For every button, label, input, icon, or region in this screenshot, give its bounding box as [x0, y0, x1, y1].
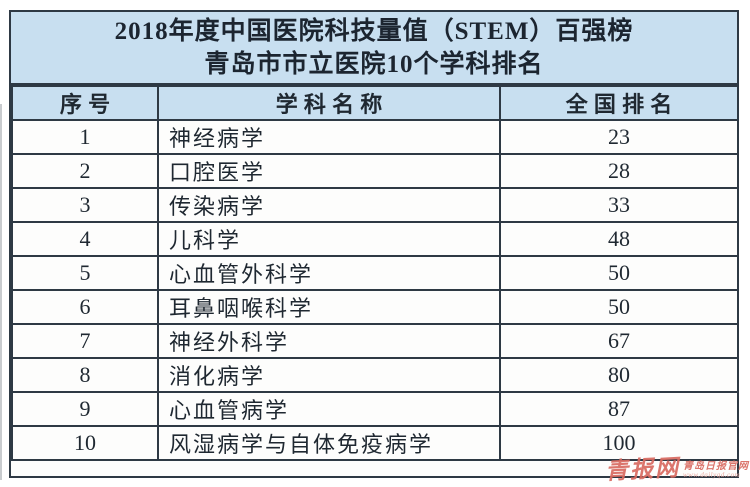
cell-rank: 100: [499, 425, 739, 461]
ranking-table: 序号 学科名称 全国排名 1 神经病学 23 2 口腔医学 28 3: [11, 85, 739, 461]
table-row: 10 风湿病学与自体免疫病学 100: [11, 425, 739, 461]
table-row: 5 心血管外科学 50: [11, 255, 739, 291]
cell-discipline: 儿科学: [157, 221, 501, 257]
table-title-line1: 2018年度中国医院科技量值（STEM）百强榜: [114, 17, 634, 45]
cell-discipline: 神经外科学: [157, 323, 501, 359]
cell-rank: 23: [499, 119, 739, 155]
cell-rank: 50: [499, 289, 739, 325]
cell-discipline: 口腔医学: [157, 153, 501, 189]
cell-no: 8: [11, 357, 159, 393]
stem-ranking-table: 2018年度中国医院科技量值（STEM）百强榜 青岛市市立医院10个学科排名 序…: [9, 10, 739, 478]
col-header-rank: 全国排名: [499, 85, 739, 121]
cell-no: 10: [11, 425, 159, 461]
cell-rank: 28: [499, 153, 739, 189]
cell-no: 5: [11, 255, 159, 291]
col-header-discipline: 学科名称: [157, 85, 501, 121]
cell-no: 4: [11, 221, 159, 257]
cell-no: 1: [11, 119, 159, 155]
cell-rank: 80: [499, 357, 739, 393]
cell-no: 7: [11, 323, 159, 359]
left-edge-artifact: [0, 104, 2, 480]
table-row: 7 神经外科学 67: [11, 323, 739, 359]
cell-discipline: 耳鼻咽喉科学: [157, 289, 501, 325]
cell-discipline: 神经病学: [157, 119, 501, 155]
table-row: 2 口腔医学 28: [11, 153, 739, 189]
header-row: 序号 学科名称 全国排名: [11, 85, 739, 121]
cell-rank: 48: [499, 221, 739, 257]
col-header-no: 序号: [11, 85, 159, 121]
cell-discipline: 心血管外科学: [157, 255, 501, 291]
table-row: 1 神经病学 23: [11, 119, 739, 155]
table-row: 4 儿科学 48: [11, 221, 739, 257]
cell-no: 6: [11, 289, 159, 325]
cell-rank: 33: [499, 187, 739, 223]
cell-no: 2: [11, 153, 159, 189]
table-row: 9 心血管病学 87: [11, 391, 739, 427]
cell-discipline: 风湿病学与自体免疫病学: [157, 425, 501, 461]
table-row: 6 耳鼻咽喉科学 50: [11, 289, 739, 325]
cell-no: 9: [11, 391, 159, 427]
cell-discipline: 心血管病学: [157, 391, 501, 427]
cell-rank: 67: [499, 323, 739, 359]
table-row: 8 消化病学 80: [11, 357, 739, 393]
cell-rank: 50: [499, 255, 739, 291]
table-row: 3 传染病学 33: [11, 187, 739, 223]
cell-discipline: 消化病学: [157, 357, 501, 393]
cell-rank: 87: [499, 391, 739, 427]
table-title-line2: 青岛市市立医院10个学科排名: [204, 50, 544, 78]
cell-discipline: 传染病学: [157, 187, 501, 223]
cell-no: 3: [11, 187, 159, 223]
table-title-block: 2018年度中国医院科技量值（STEM）百强榜 青岛市市立医院10个学科排名: [11, 12, 737, 85]
